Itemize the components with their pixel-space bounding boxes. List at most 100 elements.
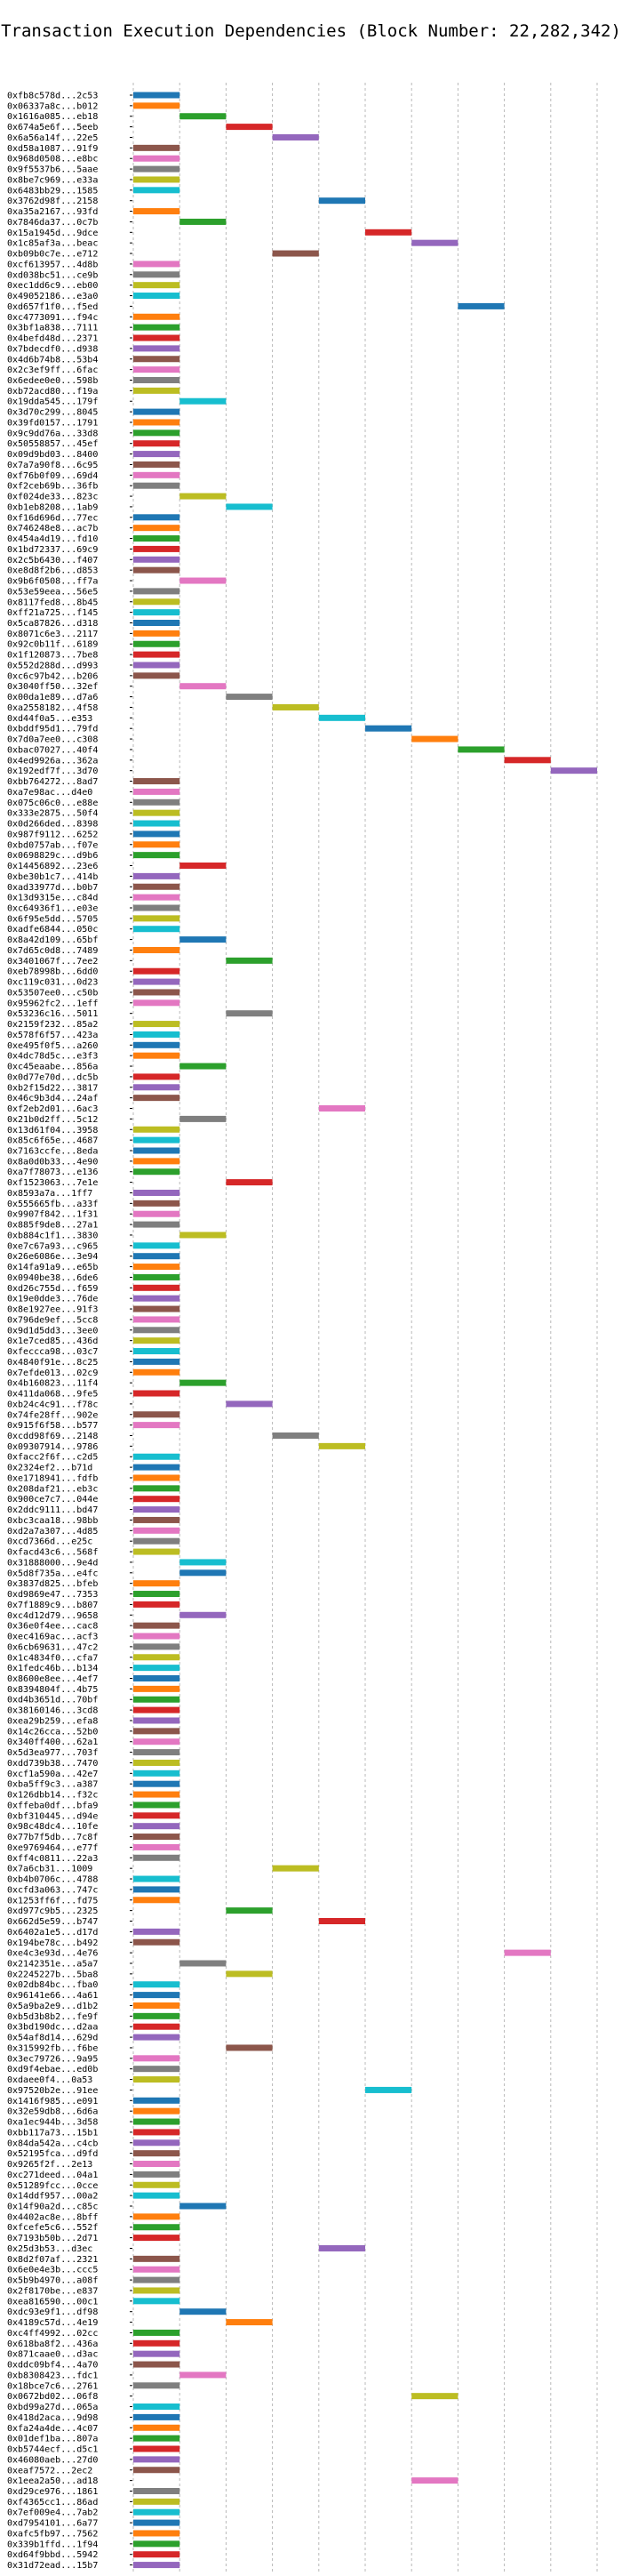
bar: [226, 1907, 272, 1914]
y-tick-label: 0xf024de33...823c: [7, 493, 98, 502]
y-tick-label: 0x31d72ead...15b7: [7, 2561, 98, 2571]
bar: [133, 1549, 179, 1555]
bar: [226, 2319, 272, 2325]
bar: [133, 1623, 179, 1629]
y-tick-label: 0x4d6b74b8...53b4: [7, 355, 98, 365]
y-tick-label: 0x208daf21...eb3c: [7, 1484, 98, 1494]
bar: [133, 2298, 179, 2304]
bar: [179, 494, 226, 500]
y-tick-label: 0x95962fc2...1eff: [7, 999, 98, 1008]
y-tick-label: 0x7a7a90f8...6c95: [7, 461, 98, 470]
bar: [133, 1053, 179, 1059]
y-tick-label: 0x09d9bd03...8400: [7, 450, 98, 460]
bar: [133, 588, 179, 594]
bar: [179, 219, 226, 225]
y-tick-label: 0x454a4d19...fd10: [7, 534, 98, 544]
bar: [226, 694, 272, 700]
bar: [133, 672, 179, 678]
bar: [133, 1792, 179, 1798]
y-tick-label: 0xcfd3a063...747c: [7, 1885, 98, 1895]
bar: [133, 409, 179, 415]
y-tick-label: 0x0672bd02...06f8: [7, 2392, 98, 2402]
y-tick-label: 0x618ba8f2...436a: [7, 2339, 98, 2349]
bar: [133, 2034, 179, 2041]
y-tick-label: 0x2ddc9111...bd47: [7, 1505, 98, 1515]
y-tick-label: 0x7f1889c9...b807: [7, 1601, 98, 1610]
bar: [133, 261, 179, 267]
bar: [133, 1717, 179, 1723]
y-tick-label: 0x746248e8...ac7b: [7, 524, 98, 534]
y-tick-label: 0x7a6cb31...1009: [7, 1865, 92, 1874]
y-tick-label: 0x53507ee0...c50b: [7, 988, 98, 998]
y-tick-label: 0xf4365cc1...86ad: [7, 2498, 98, 2508]
y-tick-label: 0x8d2f07af...2321: [7, 2255, 98, 2265]
bar: [133, 821, 179, 827]
bar: [133, 2076, 179, 2082]
y-tick-label: 0xb72acd80...f19a: [7, 387, 98, 397]
y-tick-label: 0x54af8d14...629d: [7, 2034, 98, 2043]
y-tick-label: 0xbddf95d1...79fd: [7, 725, 98, 734]
bar: [133, 1665, 179, 1671]
y-tick-label: 0xcdd98f69...2148: [7, 1432, 98, 1441]
y-tick-label: 0x194be78c...b492: [7, 1938, 98, 1948]
y-tick-label: 0xc64936f1...e03e: [7, 903, 98, 913]
y-tick-label: 0xbb764272...8ad7: [7, 777, 98, 787]
bar: [226, 2044, 272, 2050]
bar: [133, 2540, 179, 2547]
y-tick-label: 0xf2eb2d01...6ac3: [7, 1104, 98, 1114]
bar: [226, 124, 272, 130]
y-tick-label: 0x51289fcc...0cce: [7, 2181, 98, 2191]
y-tick-label: 0x126dbb14...f32c: [7, 1791, 98, 1801]
y-tick-label: 0x2c3ef9ff...6fac: [7, 365, 98, 375]
y-tick-label: 0x9c9dd76a...33d8: [7, 429, 98, 438]
y-tick-label: 0xba5ff9c3...a387: [7, 1780, 98, 1790]
y-tick-label: 0xff21a725...f145: [7, 608, 98, 618]
y-tick-label: 0xa35a2167...93fd: [7, 207, 98, 217]
y-tick-label: 0x21b0d2ff...5c12: [7, 1115, 98, 1125]
y-tick-label: 0x987f9112...6252: [7, 830, 98, 839]
y-tick-label: 0x3d70c299...8045: [7, 408, 98, 418]
bar: [133, 1643, 179, 1649]
bar: [273, 251, 319, 257]
bar: [133, 989, 179, 995]
bar: [411, 240, 458, 246]
y-tick-label: 0x09307914...9786: [7, 1442, 98, 1452]
y-tick-label: 0x97520b2e...91ee: [7, 2086, 98, 2096]
y-tick-label: 0x02db84bc...fba0: [7, 1980, 98, 1990]
y-tick-label: 0xeb78998b...6dd0: [7, 967, 98, 977]
bar: [133, 2351, 179, 2357]
y-tick-label: 0x15a1945d...9dce: [7, 229, 98, 238]
bar: [133, 1496, 179, 1502]
y-tick-label: 0xe4c3e93d...4e76: [7, 1949, 98, 1959]
y-tick-label: 0x31888000...9e4d: [7, 1558, 98, 1568]
bar: [133, 1802, 179, 1808]
y-tick-label: 0xeaf7572...2ec2: [7, 2466, 92, 2476]
bar: [133, 1031, 179, 1038]
bar: [133, 1274, 179, 1280]
bar: [133, 429, 179, 436]
bar: [133, 1697, 179, 1703]
bar: [458, 746, 504, 752]
bar: [273, 1866, 319, 1872]
bar: [133, 979, 179, 985]
y-tick-label: 0x9f5537b6...5aae: [7, 165, 98, 175]
y-tick-label: 0x8a42d109...65bf: [7, 935, 98, 945]
bar: [133, 2129, 179, 2135]
y-tick-label: 0x13d9315e...c84d: [7, 894, 98, 903]
bar: [133, 1675, 179, 1681]
bar: [133, 1190, 179, 1196]
bar: [179, 398, 226, 405]
y-tick-label: 0x2245227b...5ba8: [7, 1970, 98, 1979]
bar: [133, 1391, 179, 1397]
bar: [179, 1116, 226, 1122]
bar: [133, 2530, 179, 2536]
bar: [273, 134, 319, 140]
bar: [133, 2171, 179, 2178]
y-tick-label: 0x3040ff50...32ef: [7, 682, 98, 692]
bar: [133, 1992, 179, 1998]
y-tick-label: 0xc119c031...0d23: [7, 978, 98, 988]
bar: [133, 388, 179, 394]
y-tick-label: 0x0d77e70d...dc5b: [7, 1072, 98, 1082]
y-tick-label: 0x5b9b4970...a08f: [7, 2276, 98, 2286]
y-tick-label: 0x49052186...e3a0: [7, 292, 98, 301]
